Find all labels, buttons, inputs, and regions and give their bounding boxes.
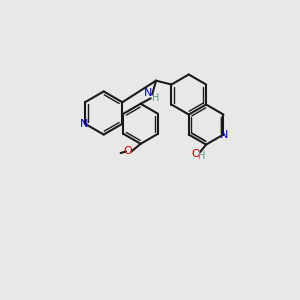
Text: N: N [220, 130, 228, 140]
Text: N: N [144, 88, 152, 98]
Text: H: H [198, 151, 205, 161]
Text: N: N [80, 119, 88, 129]
Text: O: O [192, 149, 200, 159]
Text: H: H [152, 93, 159, 103]
Text: O: O [123, 146, 132, 156]
